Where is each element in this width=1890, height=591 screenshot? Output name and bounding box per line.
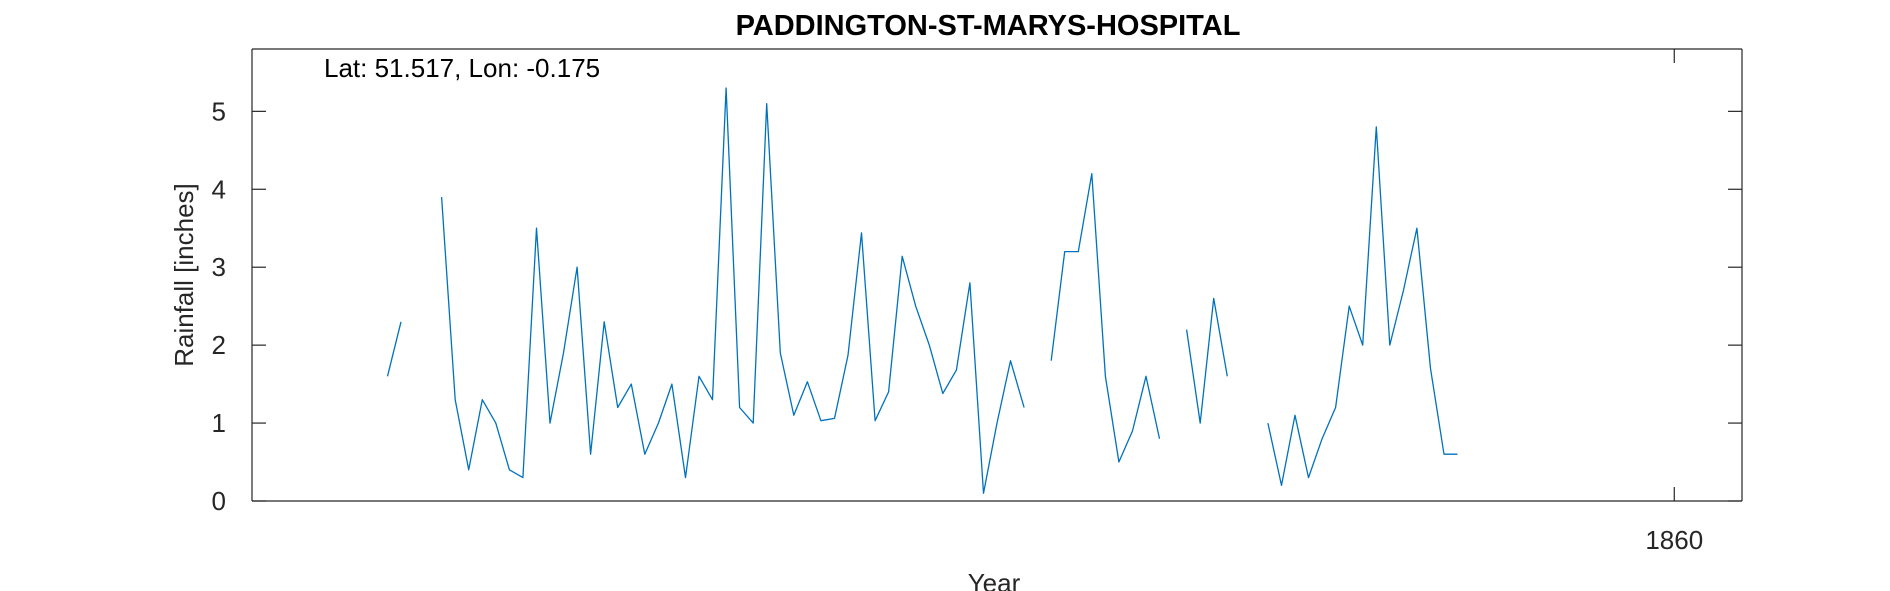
y-tick-label: 3: [212, 252, 226, 282]
x-axis-label: Year: [968, 568, 1021, 591]
y-tick-label: 2: [212, 330, 226, 360]
rainfall-series-line: [386, 321, 402, 377]
y-tick-label: 1: [212, 408, 226, 438]
location-annotation: Lat: 51.517, Lon: -0.175: [324, 53, 600, 83]
y-tick-label: 5: [212, 96, 226, 126]
x-ticks: 1860: [1645, 49, 1703, 555]
rainfall-series-line: [1267, 126, 1458, 487]
axes-box: [251, 48, 1743, 502]
rainfall-series-line: [1050, 173, 1161, 463]
rainfall-series-line: [1185, 297, 1228, 424]
series-group: [386, 87, 1458, 494]
y-tick-label: 0: [212, 486, 226, 516]
y-tick-label: 4: [212, 174, 226, 204]
chart-title: PADDINGTON-ST-MARYS-HOSPITAL: [736, 10, 1241, 42]
x-tick-label: 1860: [1645, 525, 1703, 555]
rainfall-series-line: [440, 87, 1025, 494]
y-axis-label: Rainfall [inches]: [169, 183, 199, 367]
y-ticks: 0 1 2 3 4 5: [212, 96, 1742, 516]
